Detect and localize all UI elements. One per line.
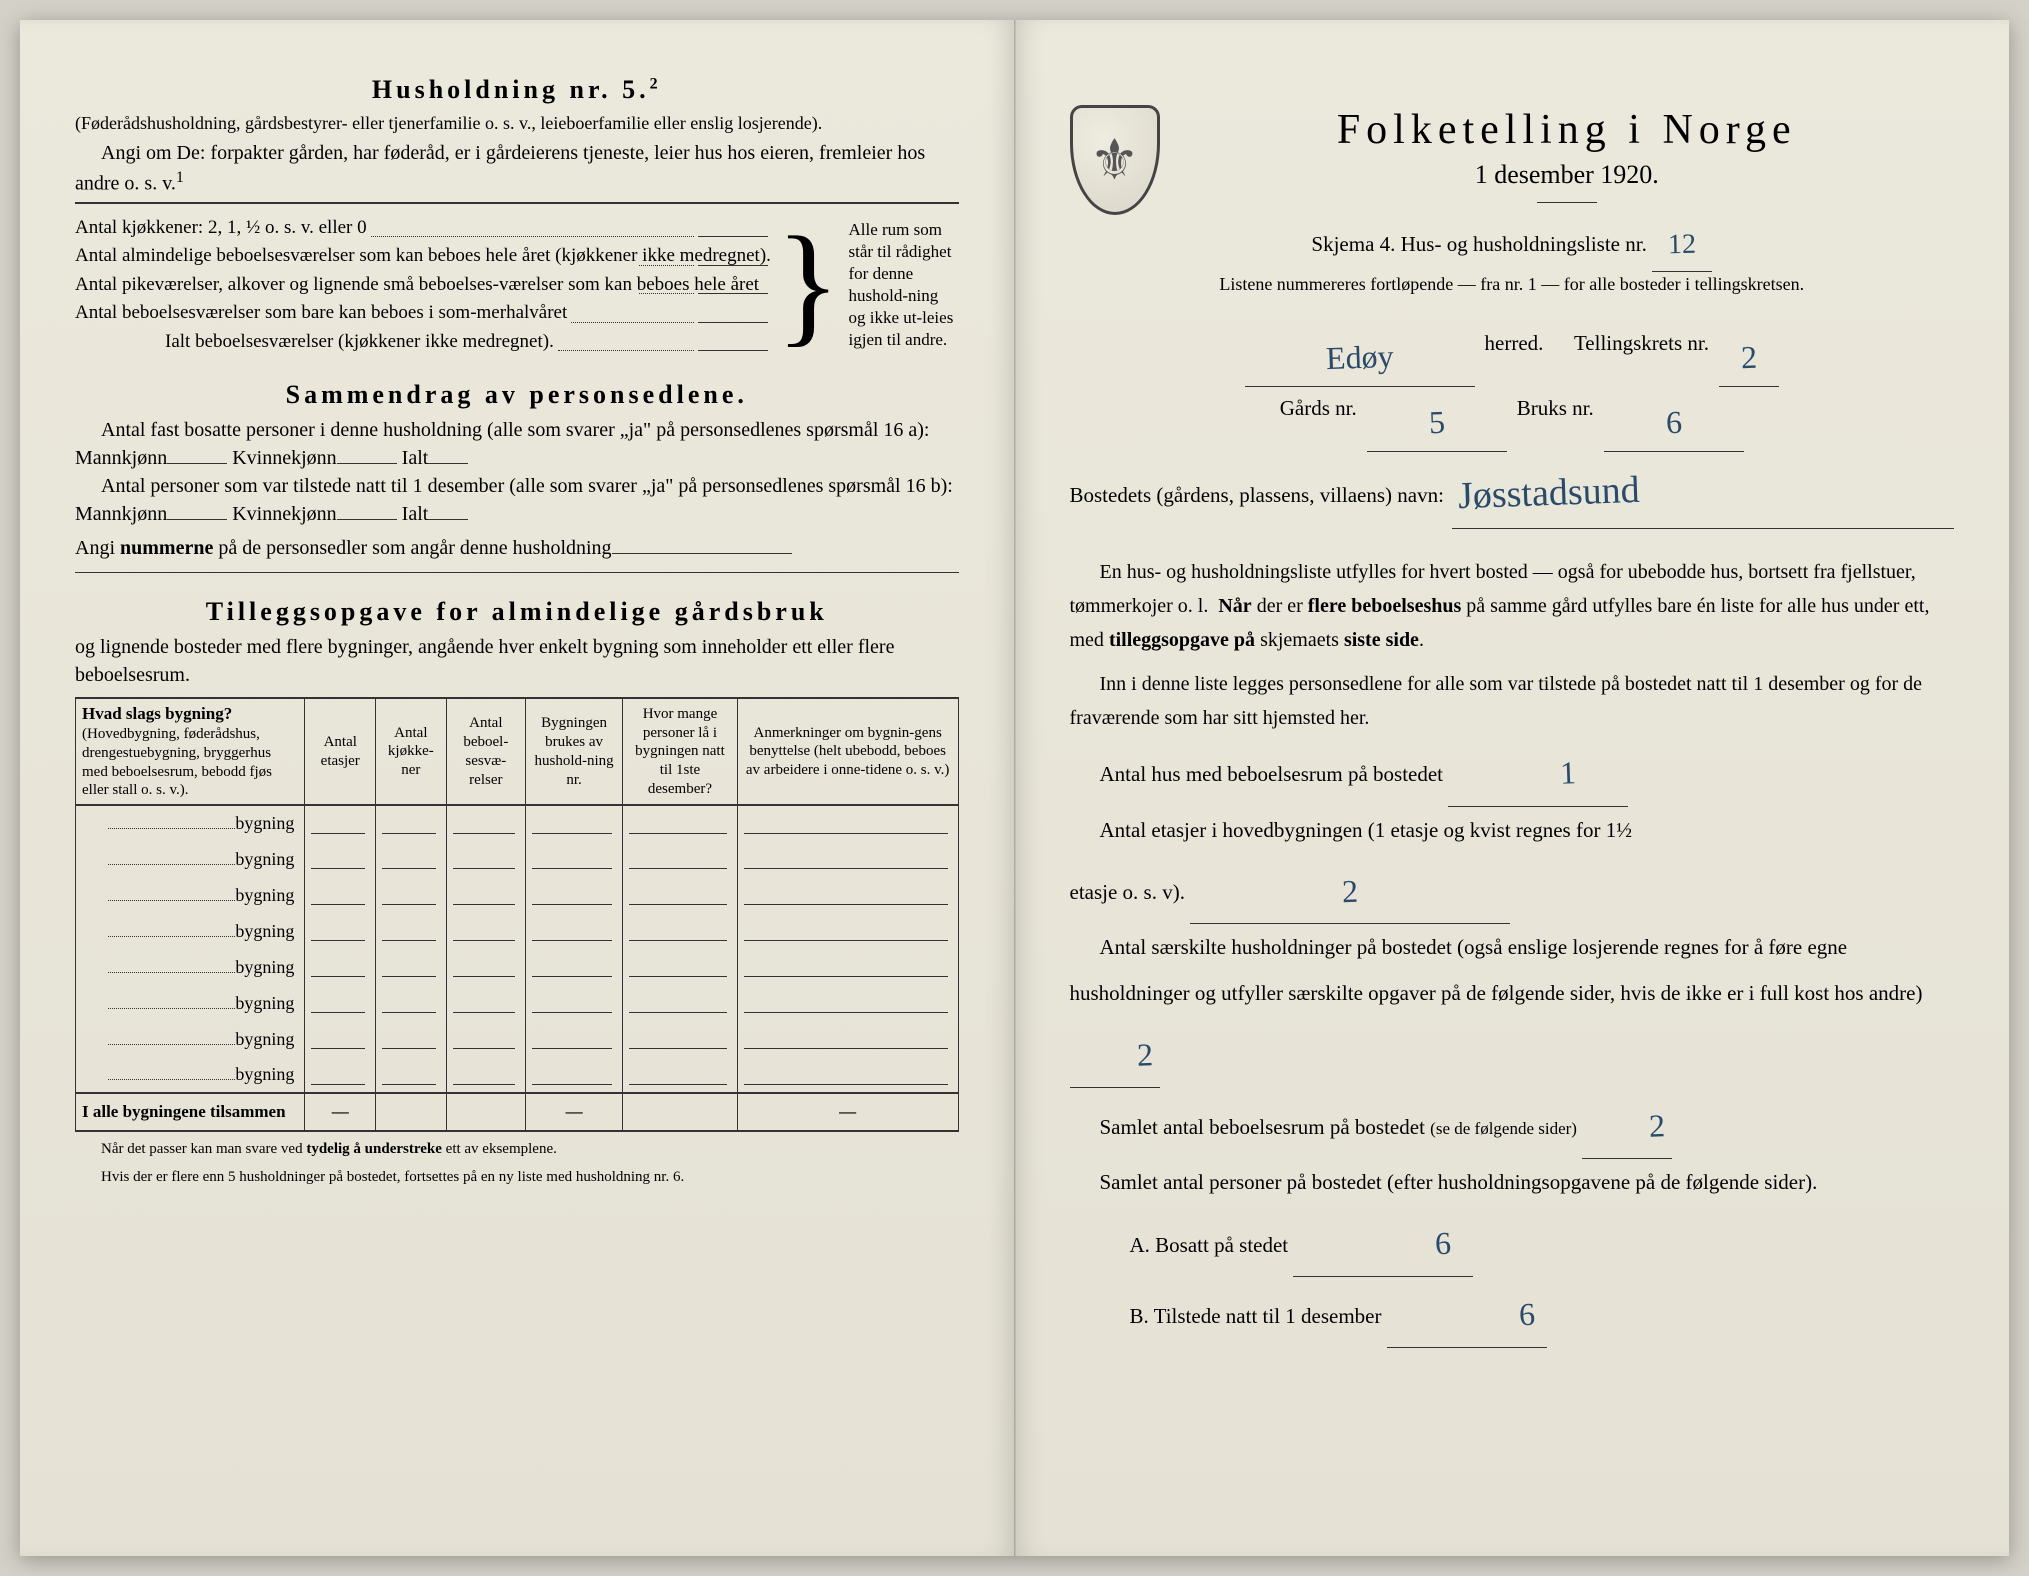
th-husholdning: Bygningen brukes av hushold-ning nr. bbox=[526, 698, 623, 805]
para-1: En hus- og husholdningsliste utfylles fo… bbox=[1070, 555, 1955, 657]
summary-note: Angi nummerne på de personsedler som ang… bbox=[75, 534, 959, 562]
rooms-block: Antal kjøkkener: 2, 1, ½ o. s. v. eller … bbox=[75, 214, 959, 357]
row-personer: Samlet antal personer på bostedet (efter… bbox=[1070, 1159, 1955, 1205]
table-row: bygning bbox=[76, 985, 959, 1021]
title-header: ⚜ Folketelling i Norge 1 desember 1920. bbox=[1070, 105, 1955, 215]
row-husholdninger: Antal særskilte husholdninger på bostede… bbox=[1070, 924, 1955, 1088]
row-hus: Antal hus med beboelsesrum på bostedet 1 bbox=[1070, 735, 1955, 806]
th-etasjer: Antal etasjer bbox=[305, 698, 376, 805]
th-anmerkninger: Anmerkninger om bygnin-gens benyttelse (… bbox=[737, 698, 958, 805]
rooms-side-note: Alle rum som står til rådighet for denne… bbox=[849, 219, 959, 352]
brace-icon: } bbox=[776, 224, 841, 346]
summary-line-a: Antal fast bosatte personer i denne hush… bbox=[75, 416, 959, 472]
table-row: bygning bbox=[76, 841, 959, 877]
skjema-line: Skjema 4. Hus- og husholdningsliste nr. … bbox=[1070, 215, 1955, 272]
th-beboelse: Antal beboel-sesvæ-relser bbox=[446, 698, 525, 805]
th-personer: Hvor mange personer lå i bygningen natt … bbox=[623, 698, 738, 805]
row-A: A. Bosatt på stedet 6 bbox=[1070, 1206, 1955, 1277]
para-2: Inn i denne liste legges personsedlene f… bbox=[1070, 667, 1955, 735]
gards-line: Gårds nr. 5 Bruks nr. 6 bbox=[1070, 387, 1955, 452]
tellingskrets-value: 2 bbox=[1740, 325, 1758, 390]
household-5-instruction: Angi om De: forpakter gården, har føderå… bbox=[75, 139, 959, 198]
husholdninger-value: 2 bbox=[1105, 1019, 1153, 1091]
table-row: bygning bbox=[76, 805, 959, 841]
rooms-total: Ialt beboelsesværelser (kjøkkener ikke m… bbox=[165, 328, 554, 357]
row-B: B. Tilstede natt til 1 desember 6 bbox=[1070, 1277, 1955, 1348]
kitchens-label: Antal kjøkkener: 2, 1, ½ o. s. v. eller … bbox=[75, 214, 367, 243]
household-5-subtitle: (Føderådshusholdning, gårdsbestyrer- ell… bbox=[75, 111, 959, 135]
bosted-line: Bostedets (gårdens, plassens, villaens) … bbox=[1070, 452, 1955, 529]
document-spread: Husholdning nr. 5.2 (Føderådshusholdning… bbox=[20, 20, 2009, 1556]
th-kjokkener: Antal kjøkke-ner bbox=[376, 698, 447, 805]
main-title: Folketelling i Norge bbox=[1180, 106, 1955, 154]
rooms-small: Antal pikeværelser, alkover og lignende … bbox=[75, 271, 635, 300]
building-table: Hvad slags bygning?(Hovedbygning, føderå… bbox=[75, 697, 959, 1132]
table-footer-label: I alle bygningene tilsammen bbox=[76, 1093, 305, 1131]
herred-value: Edøy bbox=[1325, 324, 1395, 390]
summary-title: Sammendrag av personsedlene. bbox=[75, 380, 959, 410]
rooms-summer: Antal beboelsesværelser som bare kan beb… bbox=[75, 299, 567, 328]
herred-line: Edøy herred. Tellingskrets nr. 2 bbox=[1070, 322, 1955, 387]
table-row: bygning bbox=[76, 877, 959, 913]
th-bygning: Hvad slags bygning? bbox=[82, 704, 232, 723]
summary-line-b: Antal personer som var tilstede natt til… bbox=[75, 472, 959, 528]
household-5-title: Husholdning nr. 5.2 bbox=[75, 75, 959, 105]
bruks-value: 6 bbox=[1665, 390, 1683, 455]
footnote-1: Når det passer kan man svare ved tydelig… bbox=[75, 1140, 959, 1160]
gards-value: 5 bbox=[1428, 390, 1446, 455]
census-date: 1 desember 1920. bbox=[1180, 160, 1955, 190]
table-row: bygning bbox=[76, 1021, 959, 1057]
beboelsesrum-value: 2 bbox=[1618, 1090, 1666, 1162]
coat-of-arms-icon: ⚜ bbox=[1070, 105, 1160, 215]
rooms-year: Antal almindelige beboelsesværelser som … bbox=[75, 242, 635, 271]
footnote-2: Hvis der er flere enn 5 husholdninger på… bbox=[75, 1168, 959, 1188]
right-page: ⚜ Folketelling i Norge 1 desember 1920. … bbox=[1015, 20, 2010, 1556]
table-row: bygning bbox=[76, 913, 959, 949]
liste-nr-value: 12 bbox=[1668, 217, 1697, 273]
tillegg-sub: og lignende bosteder med flere bygninger… bbox=[75, 633, 959, 689]
row-etasjer: Antal etasjer i hovedbygningen (1 etasje… bbox=[1070, 807, 1955, 853]
hus-value: 1 bbox=[1529, 738, 1577, 810]
left-page: Husholdning nr. 5.2 (Føderådshusholdning… bbox=[20, 20, 1015, 1556]
table-row: bygning bbox=[76, 1057, 959, 1093]
listene-note: Listene nummereres fortløpende — fra nr.… bbox=[1070, 272, 1955, 296]
table-row: bygning bbox=[76, 949, 959, 985]
tillegg-title: Tilleggsopgave for almindelige gårdsbruk bbox=[75, 597, 959, 627]
bosted-value: Jøsstadsund bbox=[1457, 452, 1641, 534]
bosatt-value: 6 bbox=[1374, 1207, 1452, 1280]
tilstede-value: 6 bbox=[1458, 1279, 1536, 1352]
row-beboelsesrum: Samlet antal beboelsesrum på bostedet (s… bbox=[1070, 1088, 1955, 1159]
etasjer-value: 2 bbox=[1341, 856, 1359, 927]
